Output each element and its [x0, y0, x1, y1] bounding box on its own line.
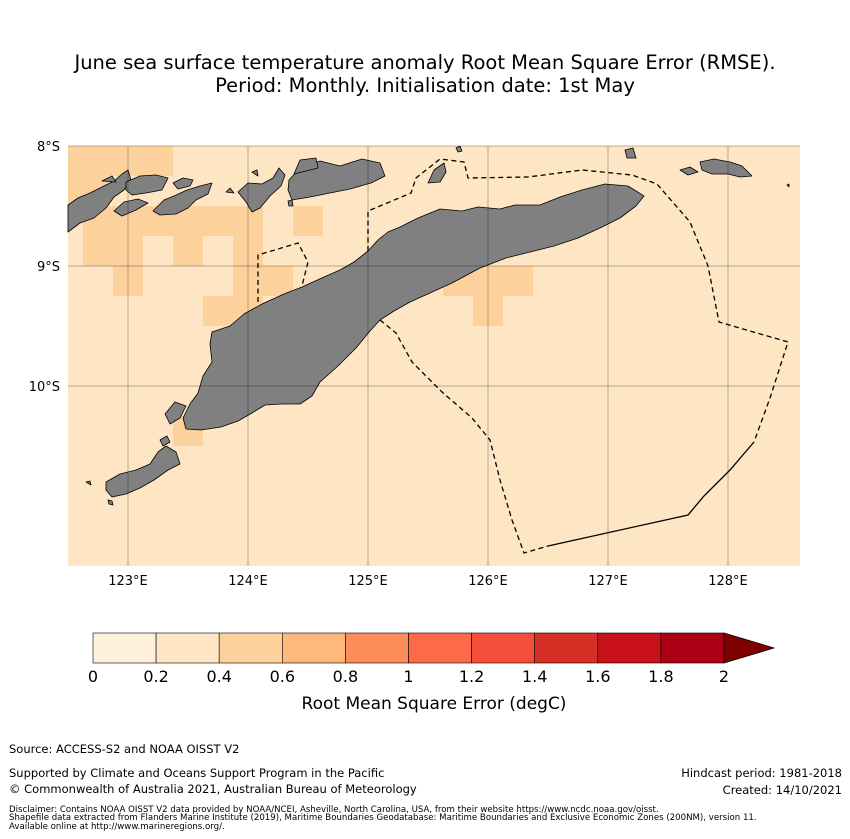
rmse-cell	[68, 146, 173, 176]
disclaimer-line-1: Disclaimer: Contains NOAA OISST V2 data …	[9, 805, 659, 815]
colorbar-swatch	[345, 632, 409, 664]
disclaimer-line-2: Shapefile data extracted from Flanders M…	[9, 813, 757, 823]
lon-label: 126°E	[468, 574, 508, 589]
colorbar-swatch	[218, 632, 283, 664]
lon-labels: 123°E 124°E 125°E 126°E 127°E 128°E	[108, 574, 748, 589]
atauro-island	[427, 162, 447, 184]
colorbar-tick-label: 2	[719, 667, 729, 686]
colorbar-tick-label: 1.8	[648, 667, 673, 686]
adonara-island	[125, 174, 169, 196]
islet	[85, 480, 92, 486]
islet	[101, 175, 117, 183]
colorbar-tick-label: 0.2	[143, 667, 168, 686]
colorbar-swatch	[92, 632, 157, 664]
colorbar-swatch	[471, 632, 536, 664]
colorbar-tick-label: 1.4	[522, 667, 547, 686]
colorbar-tick-labels: 0 0.2 0.4 0.6 0.8 1 1.2 1.4 1.6 1.8 2	[88, 667, 729, 686]
rote-island	[105, 445, 181, 498]
colorbar-tick-label: 1	[403, 667, 413, 686]
solor-island	[172, 177, 194, 190]
lon-label: 128°E	[708, 574, 748, 589]
colorbar-extend-arrow	[723, 632, 776, 664]
eez-boundaries	[257, 158, 789, 554]
colorbar-swatch	[534, 632, 599, 664]
islet	[251, 169, 259, 177]
created-date: Created: 14/10/2021	[722, 783, 842, 797]
colorbar-swatch	[408, 632, 472, 664]
colorbar-tick-label: 0	[88, 667, 98, 686]
eez-boundary-west	[257, 242, 309, 302]
eez-boundary-timor-south	[379, 319, 549, 554]
lat-label: 9°S	[37, 260, 60, 275]
wetar-islet	[293, 157, 319, 175]
colorbar-swatch	[281, 632, 346, 664]
colorbar-tick-label: 0.4	[206, 667, 231, 686]
lon-label: 125°E	[348, 574, 388, 589]
colorbar-swatches	[92, 632, 725, 664]
lat-label: 10°S	[29, 380, 60, 395]
colorbar-swatch	[155, 632, 220, 664]
colorbar-tick-label: 0.8	[333, 667, 358, 686]
colorbar: 0 0.2 0.4 0.6 0.8 1 1.2 1.4 1.6 1.8 2 Root Mean Sq…	[88, 632, 776, 714]
islet	[113, 198, 149, 217]
colorbar-label: Root Mean Square Error (degC)	[302, 694, 567, 714]
lon-label: 127°E	[588, 574, 628, 589]
graticule	[68, 145, 800, 566]
leti-island	[679, 166, 699, 176]
rmse-cell	[83, 236, 143, 266]
ndana-island	[107, 499, 114, 506]
lembata-island	[152, 182, 213, 216]
hindcast-period: Hindcast period: 1981-2018	[681, 766, 842, 780]
eez-boundary-timor-north	[367, 158, 789, 443]
map-area: 8°S 9°S 10°S 123°E 124°E 125°E 126°E 127…	[29, 140, 800, 589]
colorbar-tick-label: 1.2	[459, 667, 484, 686]
colorbar-tick-label: 1.6	[585, 667, 610, 686]
kisar-island	[624, 147, 637, 159]
colorbar-swatch	[660, 632, 725, 664]
map-title-line-1: June sea surface temperature anomaly Roo…	[74, 51, 776, 74]
islet	[287, 199, 294, 207]
semau-island	[164, 401, 187, 425]
rmse-cell	[233, 236, 263, 266]
disclaimer-line-3: Available online at http://www.marinereg…	[9, 822, 225, 832]
land	[67, 145, 790, 506]
supported-text: Supported by Climate and Oceans Support …	[9, 766, 385, 780]
rmse-cell	[473, 296, 503, 326]
lon-label: 123°E	[108, 574, 148, 589]
source-text: Source: ACCESS-S2 and NOAA OISST V2	[9, 742, 240, 756]
islet	[786, 183, 790, 188]
eez-boundary-solid	[547, 441, 755, 547]
pantar-island	[225, 187, 235, 194]
timor-island	[182, 183, 645, 431]
lat-label: 8°S	[37, 140, 60, 155]
colorbar-swatch	[597, 632, 662, 664]
map-title-line-2: Period: Monthly. Initialisation date: 1s…	[215, 74, 635, 97]
lat-labels: 8°S 9°S 10°S	[29, 140, 60, 395]
rmse-cell	[233, 266, 293, 296]
islet	[159, 435, 171, 447]
alor-island	[237, 167, 286, 213]
moa-island	[699, 158, 753, 178]
islet	[455, 145, 463, 153]
rmse-cell	[173, 236, 203, 266]
colorbar-tick-label: 0.6	[270, 667, 295, 686]
lon-label: 124°E	[228, 574, 268, 589]
rmse-cell	[293, 206, 323, 236]
copyright-text: © Commonwealth of Australia 2021, Austra…	[9, 782, 417, 796]
rmse-cell	[113, 266, 143, 296]
